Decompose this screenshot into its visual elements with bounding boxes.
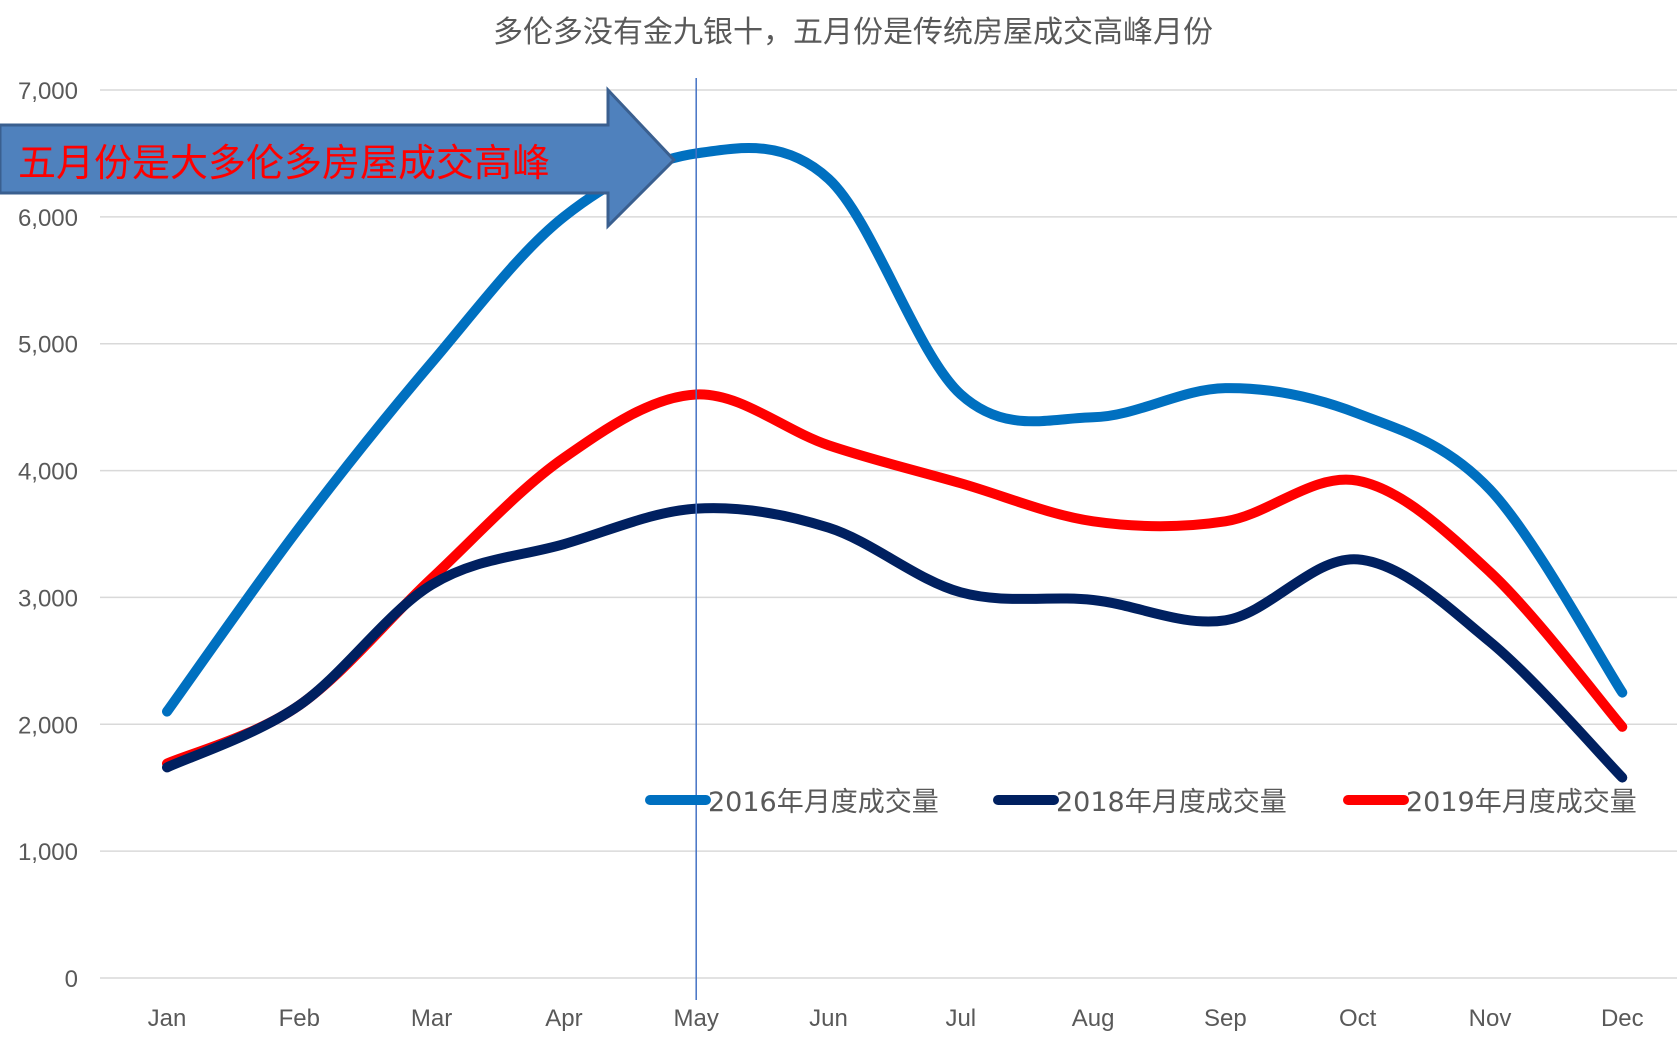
x-tick-label: Nov: [1469, 1005, 1512, 1032]
legend-item: 2018年月度成交量: [993, 787, 1287, 818]
x-axis-ticks: Jan Feb Mar Apr May Jun Jul Aug Sep Oct Nov Dec: [148, 1005, 1644, 1032]
y-tick-label: 0: [65, 966, 78, 993]
series-line: [162, 503, 1628, 783]
x-tick-label: Oct: [1339, 1005, 1377, 1032]
x-tick-label: May: [674, 1005, 719, 1032]
chart-title: 多伦多没有金九银十，五月份是传统房屋成交高峰月份: [493, 15, 1213, 50]
y-tick-label: 1,000: [18, 839, 78, 866]
series-0: [162, 143, 1628, 717]
y-tick-label: 2,000: [18, 712, 78, 739]
x-tick-label: Feb: [279, 1005, 320, 1032]
x-tick-label: Apr: [545, 1005, 582, 1032]
x-tick-label: Mar: [411, 1005, 452, 1032]
x-tick-label: Jan: [148, 1005, 187, 1032]
legend-label: 2016年月度成交量: [708, 787, 939, 818]
annotation-callout: 五月份是大多伦多房屋成交高峰: [0, 86, 677, 230]
callout-text: 五月份是大多伦多房屋成交高峰: [18, 141, 550, 185]
legend-item: 2019年月度成交量: [1343, 787, 1637, 818]
y-tick-label: 4,000: [18, 459, 78, 486]
series-line: [162, 143, 1628, 717]
y-axis-ticks: 0 1,000 2,000 3,000 4,000 5,000 6,000 7,000: [18, 78, 78, 993]
x-tick-label: Dec: [1601, 1005, 1644, 1032]
x-tick-label: Jun: [809, 1005, 848, 1032]
x-tick-label: Aug: [1072, 1005, 1115, 1032]
y-tick-label: 3,000: [18, 585, 78, 612]
legend-label: 2018年月度成交量: [1056, 787, 1287, 818]
x-tick-label: Sep: [1204, 1005, 1247, 1032]
series-lines: [162, 143, 1628, 783]
callout-arrow: [0, 86, 677, 230]
y-tick-label: 5,000: [18, 332, 78, 359]
y-tick-label: 7,000: [18, 78, 78, 105]
x-tick-label: Jul: [945, 1005, 976, 1032]
gridlines: [100, 89, 1677, 979]
legend-label: 2019年月度成交量: [1406, 787, 1637, 818]
legend-item: 2016年月度成交量: [645, 787, 939, 818]
legend: 2016年月度成交量 2018年月度成交量 2019年月度成交量: [645, 787, 1637, 818]
series-1: [162, 503, 1628, 783]
y-tick-label: 6,000: [18, 205, 78, 232]
